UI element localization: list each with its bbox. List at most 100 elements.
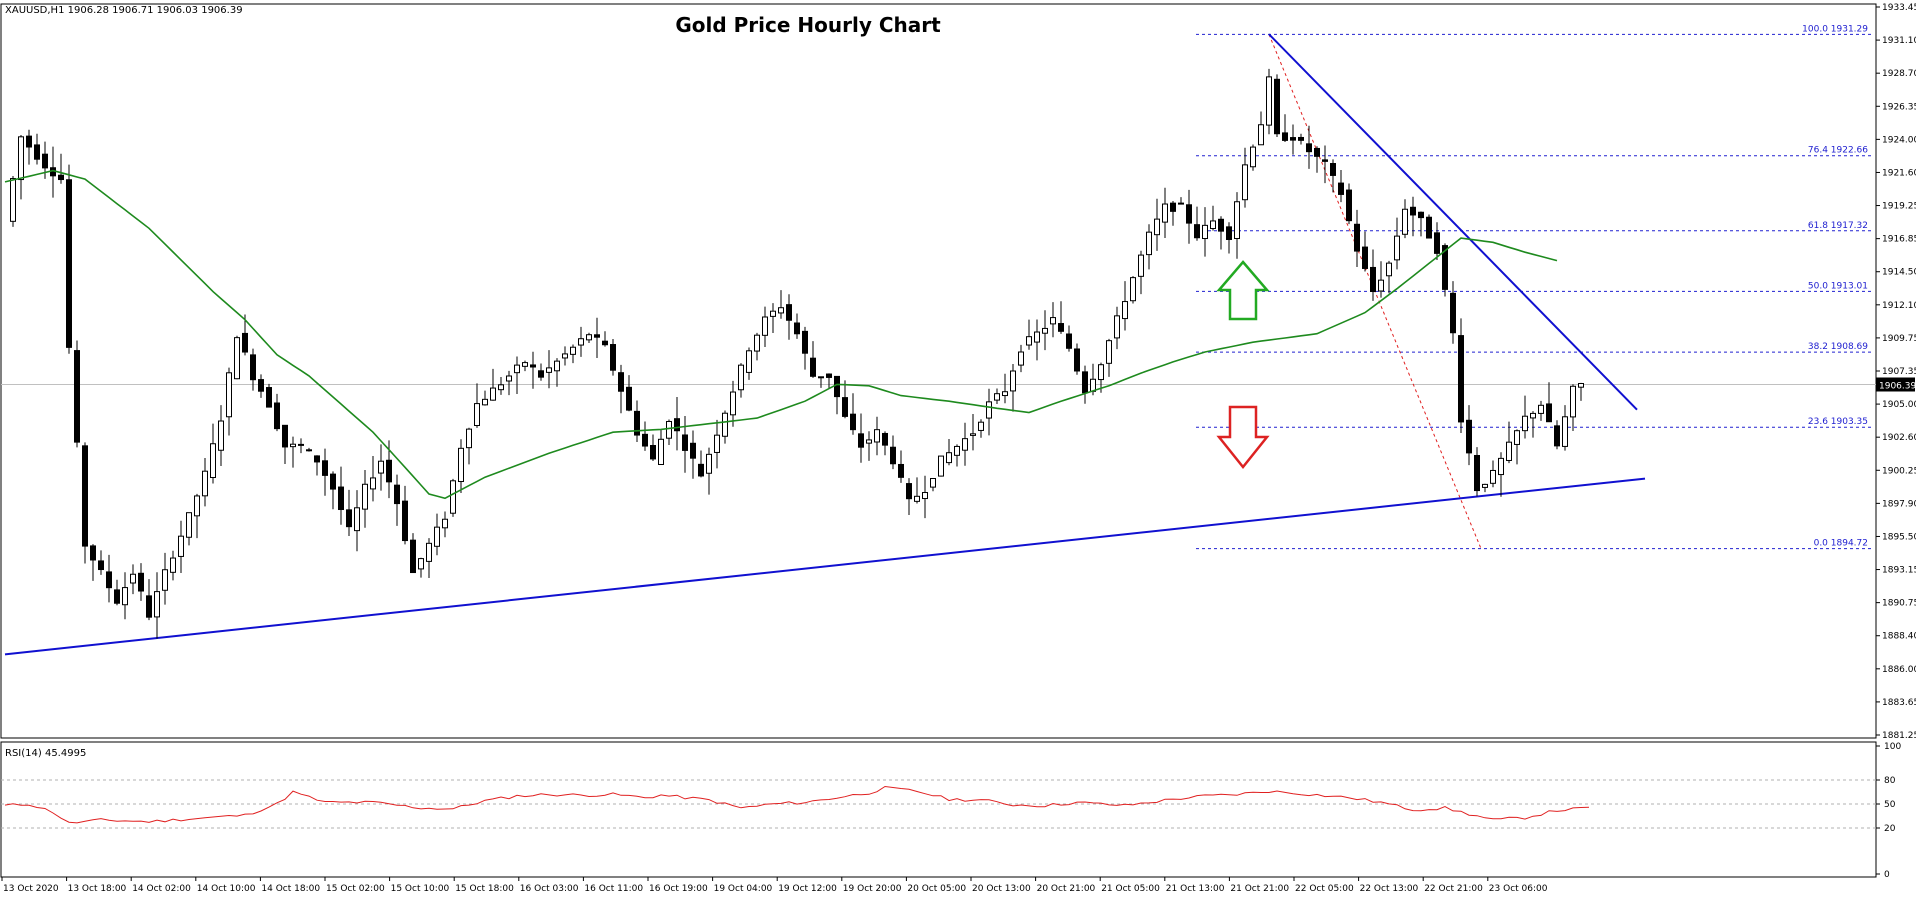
candle-body [978, 421, 984, 431]
candle-body [434, 526, 440, 547]
candle-body [730, 391, 736, 416]
candle-body [1218, 218, 1224, 232]
candle-body [898, 463, 904, 478]
candle-body [130, 573, 136, 584]
candle-body [778, 307, 784, 314]
candle-body [610, 344, 616, 371]
candle-body [1282, 132, 1288, 141]
candle-body [98, 560, 104, 571]
time-tick-label: 23 Oct 06:00 [1489, 884, 1548, 894]
candle-body [506, 375, 512, 382]
candle-body [138, 572, 144, 592]
candle-body [234, 337, 240, 380]
candle-body [826, 373, 832, 378]
price-tick-label: 1914.50 [1882, 268, 1916, 278]
candle-body [1082, 371, 1088, 394]
candle-body [1490, 469, 1496, 484]
candle-body [1266, 76, 1272, 126]
candle-body [1226, 226, 1232, 241]
candle-body [1514, 430, 1520, 445]
price-tick-label: 1919.25 [1882, 202, 1916, 212]
time-tick-label: 20 Oct 13:00 [972, 884, 1031, 894]
candle-body [1074, 348, 1080, 372]
candle-body [994, 393, 1000, 401]
candle-body [1170, 202, 1176, 212]
candle-body [1354, 223, 1360, 252]
bearish-down-arrow [1216, 405, 1270, 470]
time-tick-label: 13 Oct 18:00 [68, 884, 127, 894]
price-tick-label: 1888.40 [1882, 632, 1916, 642]
candle-body [930, 478, 936, 488]
candle-body [1042, 327, 1048, 334]
candle-body [1506, 441, 1512, 461]
candle-body [1290, 137, 1296, 141]
candle-body [1466, 419, 1472, 454]
candle-body [682, 434, 688, 451]
price-tick-label: 1907.35 [1882, 367, 1916, 377]
candle-body [1482, 483, 1488, 488]
candle-body [754, 334, 760, 352]
candle-body [1538, 404, 1544, 414]
fib-label-61.8: 61.8 1917.32 [1808, 221, 1868, 231]
candle-body [74, 350, 80, 443]
candle-body [786, 304, 792, 321]
candle-body [794, 322, 800, 335]
support-trendline [4, 477, 1646, 656]
candle-body [330, 473, 336, 490]
candle-body [1522, 415, 1528, 432]
time-tick-label: 14 Oct 10:00 [197, 884, 256, 894]
candle-body [714, 434, 720, 453]
rsi-tick-label: 100 [1884, 742, 1901, 752]
candle-body [1178, 202, 1184, 205]
candle-body [722, 412, 728, 437]
price-tick-label: 1890.75 [1882, 599, 1916, 609]
candle-body [410, 539, 416, 574]
candle-body [354, 507, 360, 532]
candle-body [890, 446, 896, 465]
time-tick-label: 14 Oct 02:00 [132, 884, 191, 894]
candle-body [1378, 279, 1384, 292]
price-panel-frame [0, 3, 1877, 739]
candle-body [34, 144, 40, 160]
chart-title: Gold Price Hourly Chart [675, 13, 941, 37]
candle-body [1402, 208, 1408, 235]
price-tick-label: 1886.00 [1882, 665, 1916, 675]
candle-body [746, 350, 752, 373]
price-tick-label: 1897.90 [1882, 499, 1916, 509]
candle-body [1442, 245, 1448, 290]
time-tick-label: 21 Oct 21:00 [1230, 884, 1289, 894]
time-tick-label: 16 Oct 03:00 [520, 884, 579, 894]
candle-body [378, 460, 384, 474]
bullish-up-arrow [1216, 260, 1270, 321]
time-tick-label: 21 Oct 13:00 [1166, 884, 1225, 894]
candle-body [594, 334, 600, 338]
candle-body [1426, 216, 1432, 239]
candle-body [1194, 224, 1200, 239]
candle-body [298, 443, 304, 446]
rsi-panel-frame [0, 741, 1877, 878]
candle-body [922, 492, 928, 500]
price-tick-label: 1893.15 [1882, 566, 1916, 576]
candle-body [818, 376, 824, 379]
candle-body [562, 353, 568, 359]
time-tick-label: 15 Oct 10:00 [391, 884, 450, 894]
candle-body [874, 429, 880, 443]
price-tick-label: 1921.60 [1882, 168, 1916, 178]
candle-body [362, 483, 368, 510]
candle-body [162, 569, 168, 591]
price-tick-label: 1881.25 [1882, 731, 1916, 741]
candle-body [178, 535, 184, 557]
candle-body [1274, 78, 1280, 135]
candle-body [1050, 317, 1056, 325]
candle-body [290, 443, 296, 448]
time-tick-label: 19 Oct 04:00 [714, 884, 773, 894]
price-tick-label: 1905.00 [1882, 400, 1916, 410]
candle-body [634, 410, 640, 436]
rsi-tick-label: 50 [1884, 800, 1896, 810]
candle-body [1186, 204, 1192, 224]
time-tick-label: 19 Oct 20:00 [843, 884, 902, 894]
fib-label-0.0: 0.0 1894.72 [1814, 539, 1868, 549]
candle-body [418, 558, 424, 570]
candle-body [122, 587, 128, 606]
